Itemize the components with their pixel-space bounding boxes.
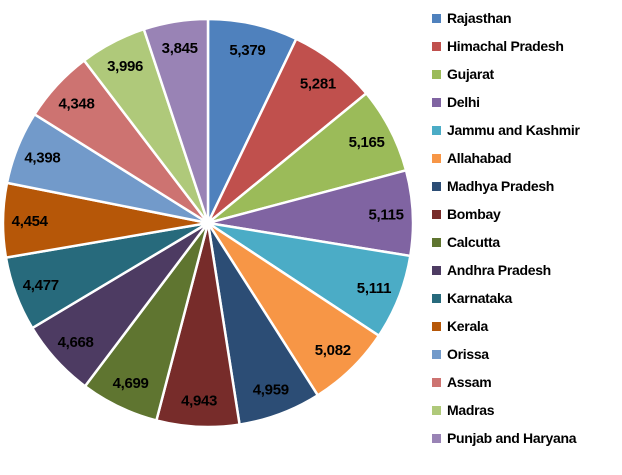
- legend-item-assam: Assam: [432, 368, 580, 396]
- legend-swatch-icon: [432, 349, 441, 359]
- legend-label: Gujarat: [447, 66, 494, 82]
- legend-item-rajasthan: Rajasthan: [432, 4, 580, 32]
- legend-label: Assam: [447, 374, 492, 390]
- legend-swatch-icon: [432, 405, 441, 415]
- legend-item-bombay: Bombay: [432, 200, 580, 228]
- legend-swatch-icon: [432, 293, 441, 303]
- legend-label: Madhya Pradesh: [447, 178, 555, 194]
- legend-item-jammu-and-kashmir: Jammu and Kashmir: [432, 116, 580, 144]
- legend-label: Madras: [447, 402, 495, 418]
- pie-slice-punjab-and-haryana: [142, 17, 210, 225]
- data-label-karnataka: 4,477: [23, 277, 59, 294]
- legend-item-andhra-pradesh: Andhra Pradesh: [432, 256, 580, 284]
- legend-item-karnataka: Karnataka: [432, 284, 580, 312]
- legend-label: Jammu and Kashmir: [447, 122, 580, 138]
- data-label-rajasthan: 5,379: [229, 42, 265, 59]
- data-label-punjab-and-haryana: 3,845: [162, 40, 198, 57]
- legend-label: Orissa: [447, 346, 489, 362]
- data-label-orissa: 4,398: [24, 149, 60, 166]
- legend-item-punjab-and-haryana: Punjab and Haryana: [432, 424, 580, 452]
- legend-item-delhi: Delhi: [432, 88, 580, 116]
- legend-swatch-icon: [432, 41, 441, 51]
- legend-swatch-icon: [432, 69, 441, 79]
- data-label-andhra-pradesh: 4,668: [58, 334, 94, 351]
- legend-item-orissa: Orissa: [432, 340, 580, 368]
- data-label-madras: 3,996: [107, 58, 143, 75]
- legend-swatch-icon: [432, 13, 441, 23]
- chart-legend: Rajasthan Himachal Pradesh Gujarat Delhi Jam…: [432, 4, 580, 452]
- data-label-madhya-pradesh: 4,959: [253, 381, 289, 398]
- legend-swatch-icon: [432, 377, 441, 387]
- legend-label: Bombay: [447, 206, 501, 222]
- data-label-allahabad: 5,082: [315, 342, 351, 359]
- data-label-himachal-pradesh: 5,281: [300, 75, 336, 92]
- legend-swatch-icon: [432, 265, 441, 275]
- legend-item-calcutta: Calcutta: [432, 228, 580, 256]
- data-label-calcutta: 4,699: [113, 375, 149, 392]
- legend-label: Allahabad: [447, 150, 512, 166]
- legend-label: Himachal Pradesh: [447, 38, 564, 54]
- legend-swatch-icon: [432, 321, 441, 331]
- legend-item-madras: Madras: [432, 396, 580, 424]
- legend-swatch-icon: [432, 125, 441, 135]
- legend-label: Calcutta: [447, 234, 500, 250]
- legend-item-madhya-pradesh: Madhya Pradesh: [432, 172, 580, 200]
- data-label-bombay: 4,943: [181, 393, 217, 410]
- legend-label: Punjab and Haryana: [447, 430, 577, 446]
- legend-swatch-icon: [432, 153, 441, 163]
- legend-swatch-icon: [432, 237, 441, 247]
- legend-swatch-icon: [432, 209, 441, 219]
- legend-label: Andhra Pradesh: [447, 262, 551, 278]
- legend-label: Rajasthan: [447, 10, 512, 26]
- legend-swatch-icon: [432, 97, 441, 107]
- legend-item-kerala: Kerala: [432, 312, 580, 340]
- data-label-jammu-and-kashmir: 5,111: [357, 280, 391, 297]
- legend-label: Delhi: [447, 94, 480, 110]
- legend-item-gujarat: Gujarat: [432, 60, 580, 88]
- legend-swatch-icon: [432, 181, 441, 191]
- legend-label: Karnataka: [447, 290, 513, 306]
- data-label-kerala: 4,454: [12, 213, 49, 230]
- data-label-assam: 4,348: [58, 95, 94, 112]
- data-label-gujarat: 5,165: [349, 134, 385, 151]
- legend-item-allahabad: Allahabad: [432, 144, 580, 172]
- legend-label: Kerala: [447, 318, 489, 334]
- legend-swatch-icon: [432, 433, 441, 443]
- legend-item-himachal-pradesh: Himachal Pradesh: [432, 32, 580, 60]
- data-label-delhi: 5,115: [368, 206, 403, 223]
